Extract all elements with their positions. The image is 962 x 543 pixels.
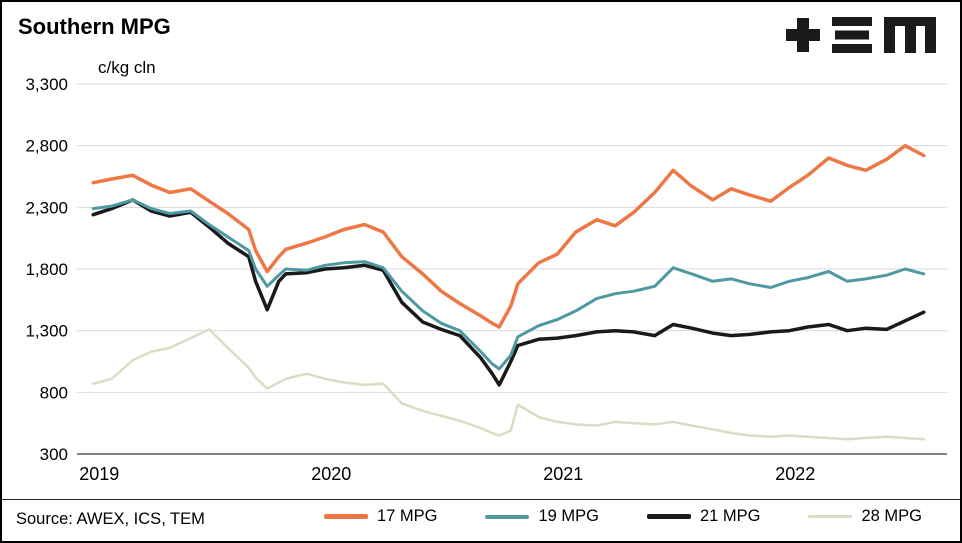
legend-label: 19 MPG — [538, 507, 600, 525]
legend-item-21-mpg: 21 MPG — [646, 507, 761, 526]
chart-legend: 17 MPG 19 MPG 21 MPG 28 MPG — [324, 507, 922, 526]
series-line-21-mpg — [91, 198, 926, 387]
y-tick-label: 1,300 — [25, 322, 68, 341]
y-axis-unit-label: c/kg cln — [98, 58, 156, 77]
x-tick-label: 2019 — [79, 464, 119, 484]
series-line-19-mpg — [91, 198, 926, 371]
tem-logo — [786, 17, 936, 53]
source-note: Source: AWEX, ICS, TEM — [16, 510, 205, 528]
legend-label: 17 MPG — [377, 507, 438, 525]
legend-label: 21 MPG — [699, 507, 761, 525]
line-chart: 3,300 2,800 2,300 1,800 1,300 800 300 2019 2020 2… — [25, 75, 947, 484]
y-tick-label: 3,300 — [25, 75, 68, 94]
x-tick-label: 2022 — [775, 464, 815, 484]
series-line-28-mpg — [91, 328, 926, 441]
series-line-17-mpg — [91, 143, 926, 329]
y-tick-label: 300 — [40, 445, 68, 464]
y-tick-label: 1,800 — [25, 260, 68, 279]
legend-item-19-mpg: 19 MPG — [485, 507, 599, 526]
y-tick-label: 2,800 — [25, 137, 68, 156]
legend-swatch — [324, 514, 368, 519]
legend-item-28-mpg: 28 MPG — [808, 507, 922, 526]
footer-divider — [2, 499, 960, 500]
legend-swatch — [646, 514, 691, 519]
legend-label: 28 MPG — [861, 507, 922, 525]
y-tick-label: 800 — [40, 383, 68, 402]
legend-swatch — [808, 514, 853, 519]
x-tick-label: 2020 — [311, 464, 351, 484]
x-tick-label: 2021 — [543, 464, 583, 484]
legend-swatch — [485, 514, 530, 519]
page-title: Southern MPG — [18, 14, 171, 39]
legend-item-17-mpg: 17 MPG — [324, 507, 438, 526]
y-tick-label: 2,300 — [25, 198, 68, 217]
